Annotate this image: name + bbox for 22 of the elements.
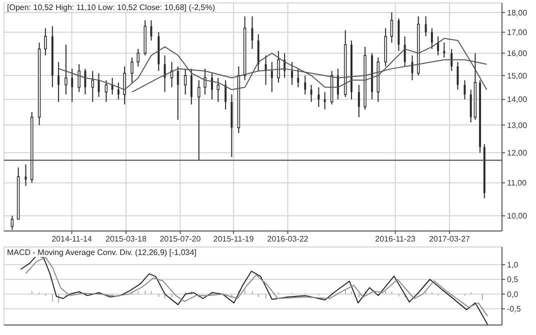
y-tick-label: -0,5 <box>507 304 522 314</box>
y-tick-label: 15,00 <box>507 71 528 80</box>
y-tick-label: 10,00 <box>507 212 528 221</box>
y-tick-label: 18,00 <box>507 8 528 18</box>
x-tick-label: 2017-03-27 <box>429 234 471 244</box>
x-tick-label: 2015-07-20 <box>160 234 202 244</box>
x-tick-label: 2014-11-14 <box>52 234 92 244</box>
y-tick-label: 11,00 <box>507 178 527 188</box>
y-tick-label: 12,00 <box>507 148 528 158</box>
x-tick-label: 2015-03-18 <box>106 234 147 244</box>
chart-title: MACD - Moving Average Conv. Div. (12,26,9) [-1,034] <box>5 248 198 257</box>
y-tick-label: 16,00 <box>507 49 528 58</box>
y-tick-label: 0,0 <box>507 290 519 299</box>
x-tick-label: 2016-03-22 <box>267 234 309 244</box>
x-tick-label: 2015-11-19 <box>213 234 254 244</box>
chart-title: [Open: 10,52 High: 11,10 Low: 10,52 Close: 10,68] (-2,5%) <box>5 3 217 12</box>
x-tick-label: 2016-11-23 <box>375 234 416 244</box>
y-tick-label: 1,0 <box>507 260 519 270</box>
y-tick-label: 0,5 <box>507 275 519 284</box>
y-tick-label: 17,00 <box>507 28 528 38</box>
y-tick-label: 13,00 <box>507 120 528 130</box>
y-tick-label: 14,00 <box>507 95 528 104</box>
